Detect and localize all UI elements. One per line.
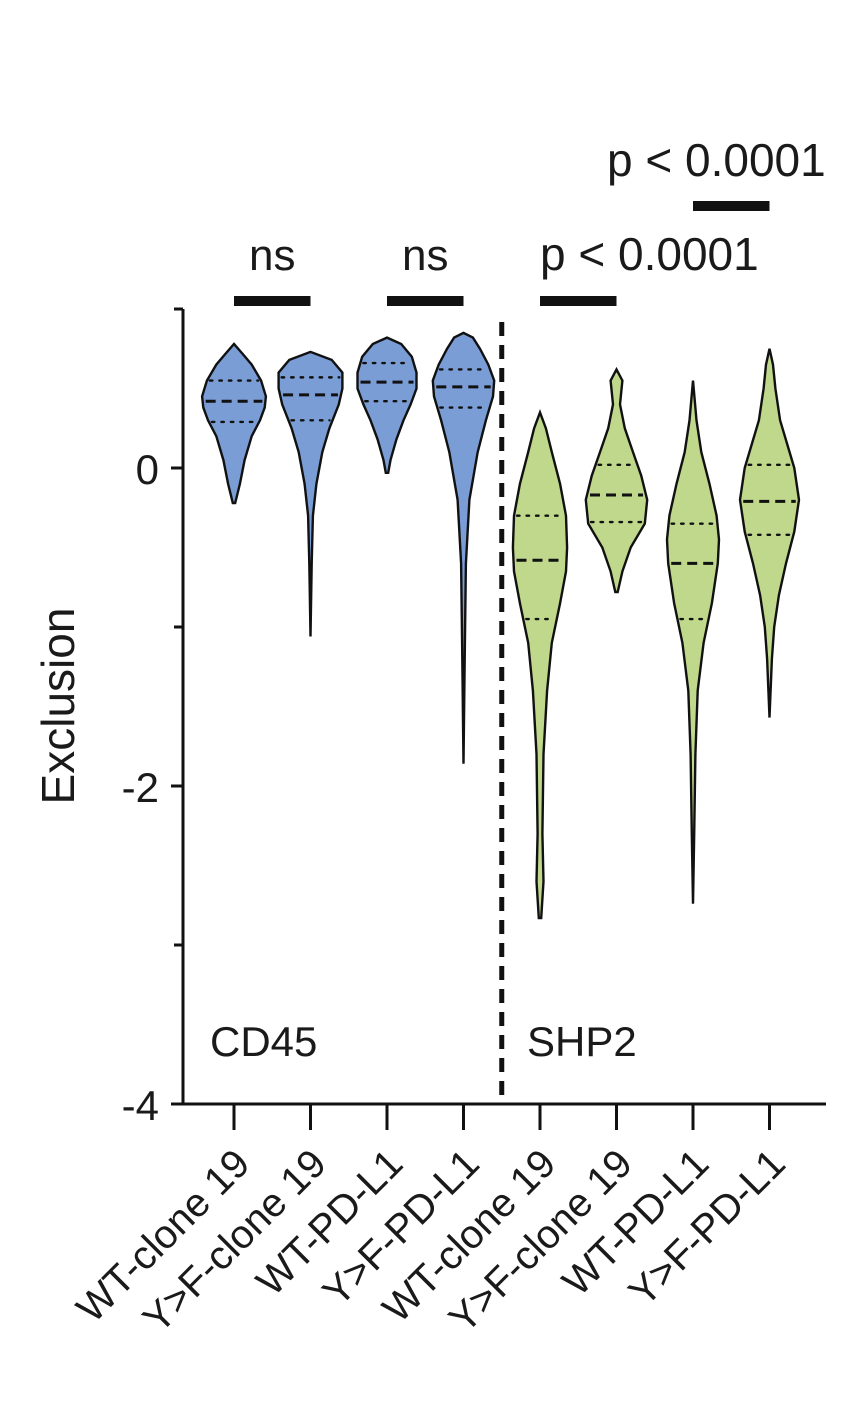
- y-tick-label: -2: [122, 764, 159, 811]
- violin-body: [277, 350, 344, 637]
- violin-body: [584, 366, 649, 594]
- violin-body: [431, 331, 496, 764]
- violin-3: [356, 336, 418, 474]
- significance-bar: [693, 201, 770, 211]
- significance-label: p < 0.0001: [607, 134, 826, 186]
- significance-label: ns: [249, 231, 295, 280]
- significance-bar: [540, 296, 617, 306]
- y-axis-label: Exclusion: [32, 608, 84, 805]
- y-axis: 0 -2 -4: [122, 307, 826, 1130]
- violin-1: [200, 342, 268, 505]
- significance-bar: [234, 296, 311, 306]
- violin-2: [277, 350, 344, 637]
- violin-8: [738, 348, 801, 718]
- violin-5: [511, 408, 569, 920]
- group-labels: CD45 SHP2: [210, 1018, 637, 1065]
- significance-label: p < 0.0001: [540, 228, 759, 280]
- violin-body: [200, 342, 268, 505]
- x-tick-labels: WT-clone 19Y>F-clone 19WT-PD-L1Y>F-PD-L1…: [68, 1141, 793, 1341]
- significance-annotations: ns ns p < 0.0001 p < 0.0001: [234, 134, 826, 306]
- y-tick-label: -4: [122, 1082, 159, 1129]
- group-label-shp2: SHP2: [527, 1018, 637, 1065]
- violin-body: [665, 380, 721, 904]
- violin-6: [584, 366, 649, 594]
- violin-body: [738, 348, 801, 718]
- significance-label: ns: [402, 231, 448, 280]
- violin-body: [356, 336, 418, 474]
- group-label-cd45: CD45: [210, 1018, 317, 1065]
- violin-7: [665, 380, 721, 904]
- violin-body: [511, 408, 569, 920]
- violins: [200, 331, 801, 920]
- significance-bar: [387, 296, 464, 306]
- violin-4: [431, 331, 496, 764]
- y-tick-label: 0: [136, 446, 159, 493]
